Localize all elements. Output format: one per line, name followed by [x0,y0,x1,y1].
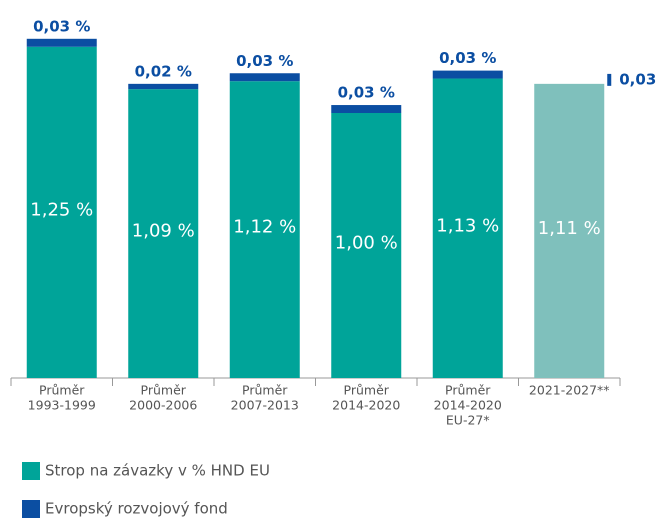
value-label: 0,03 % [33,17,90,35]
x-tick-label: Průměr [242,383,288,398]
value-label: 1,00 % [335,233,398,254]
value-label: 0,02 % [135,62,192,80]
value-label: 1,11 % [538,218,601,239]
bar-segment [229,73,300,82]
bar-segment [229,81,300,378]
bar-segment [607,73,612,86]
value-label: 1,12 % [233,217,296,238]
bar-segment [26,38,97,47]
bar-segment [534,83,605,378]
x-tick-label: 2014-2020 [332,398,400,413]
bar-segment [331,105,402,113]
bar-segment [26,46,97,378]
value-label: 0,03 % [439,49,496,67]
x-tick-label: EU-27* [446,413,490,428]
value-label: 0,03 % [236,52,293,70]
value-label: 0,03 [619,70,656,88]
x-tick-label: 2007-2013 [231,398,299,413]
x-tick-label: 2000-2006 [129,398,197,413]
x-tick-label: Průměr [344,383,390,398]
x-tick-label: 2014-2020 [434,398,502,413]
bar-segment [432,70,503,79]
legend-label: Strop na závazky v % HND EU [45,462,270,480]
bar-segment [432,78,503,379]
value-label: 1,13 % [436,215,499,236]
x-tick-label: Průměr [141,383,187,398]
x-tick-label: Průměr [445,383,491,398]
x-tick-label: 1993-1999 [28,398,96,413]
x-tick-label: 2021-2027** [529,383,610,398]
value-label: 1,25 % [30,199,93,220]
legend-label: Evropský rozvojový fond [45,500,228,518]
x-tick-label: Průměr [39,383,85,398]
bar-segment [128,89,199,379]
legend-swatch [22,462,40,480]
value-label: 0,03 % [338,84,395,102]
legend-swatch [22,500,40,518]
bar-segment [128,83,199,90]
bar-segment [331,113,402,378]
value-label: 1,09 % [132,221,195,242]
